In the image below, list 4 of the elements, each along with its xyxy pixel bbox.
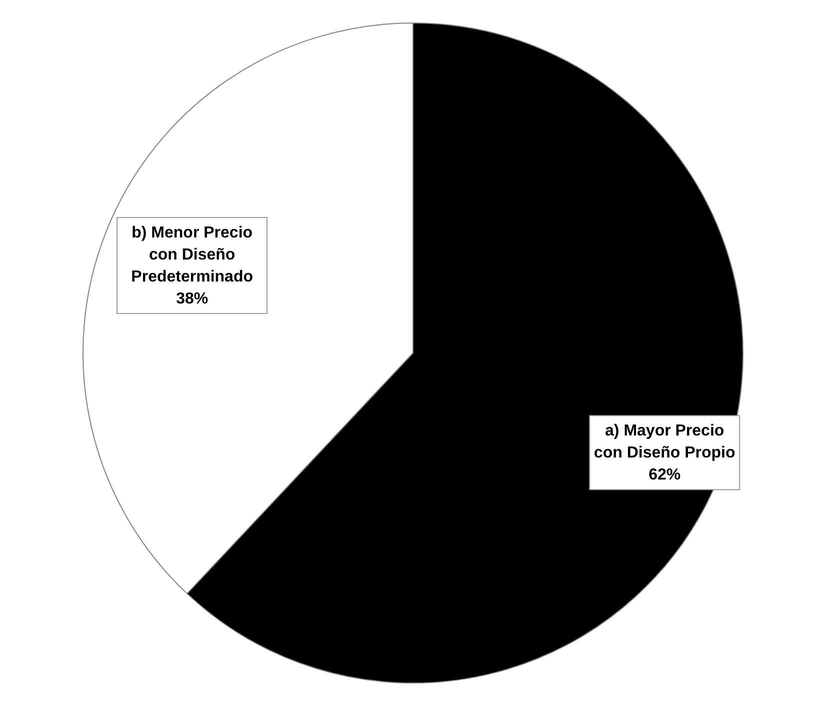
- slice-label: a) Mayor Precio con Diseño Propio: [594, 422, 736, 462]
- data-label: 62%: [648, 466, 681, 484]
- data-label: 38%: [176, 290, 208, 308]
- slice-label: b) Menor Precio con Diseño Predeterminado: [131, 224, 254, 286]
